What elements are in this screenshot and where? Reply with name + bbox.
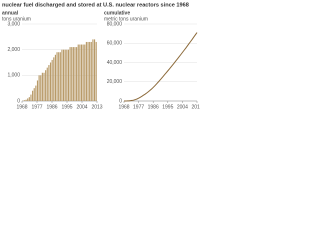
bar (66, 49, 68, 101)
x-tick-label: 2004 (177, 104, 188, 110)
bar (71, 47, 73, 101)
y-tick-label: 0 (17, 98, 20, 104)
bar (35, 85, 37, 101)
bar (87, 41, 89, 101)
bar (45, 70, 47, 101)
bar (77, 44, 79, 101)
subtitle: cumulative (104, 10, 130, 16)
bar (41, 72, 43, 101)
chart: nuclear fuel discharged and stored at U.… (2, 2, 200, 110)
x-tick-label: 2013 (191, 104, 200, 110)
bar (38, 75, 40, 101)
axis-unit-label: tons uranium (2, 16, 31, 22)
y-tick-label: 0 (119, 98, 122, 104)
subtitle: annual (2, 10, 19, 16)
bar (58, 52, 60, 101)
bar (61, 49, 63, 101)
y-tick-label: 80,000 (107, 21, 123, 27)
bar (89, 41, 91, 101)
bar (40, 75, 42, 101)
x-tick-label: 2013 (91, 104, 102, 110)
bar (67, 49, 70, 101)
bar (74, 47, 76, 101)
bar (43, 72, 45, 101)
bar (59, 52, 61, 101)
bar (36, 80, 39, 101)
x-tick-label: 1986 (46, 104, 57, 110)
bar (33, 88, 35, 101)
x-tick-label: 1995 (162, 104, 173, 110)
x-tick-label: 1977 (133, 104, 144, 110)
y-tick-label: 1,000 (7, 73, 20, 79)
bar (30, 94, 32, 101)
bar (27, 98, 29, 101)
x-tick-label: 1995 (61, 104, 72, 110)
bar (51, 59, 53, 101)
bar (63, 49, 65, 101)
y-tick-label: 2,000 (7, 47, 20, 53)
bar (69, 47, 71, 101)
bar (28, 97, 30, 101)
bar (56, 52, 58, 101)
bar (85, 41, 87, 101)
bar (80, 44, 83, 101)
chart-title: nuclear fuel discharged and stored at U.… (2, 2, 189, 8)
axis-unit-label: metric tons uranium (104, 16, 148, 22)
bar (32, 90, 34, 101)
bar (95, 41, 97, 101)
bar (76, 47, 78, 101)
bar (72, 47, 74, 101)
bar (82, 44, 84, 101)
bar (53, 57, 55, 101)
bar (25, 99, 27, 101)
bar (84, 44, 86, 101)
x-tick-label: 1977 (31, 104, 42, 110)
x-tick-label: 2004 (76, 104, 87, 110)
bar (54, 54, 56, 101)
x-tick-label: 1968 (118, 104, 129, 110)
y-tick-label: 60,000 (107, 41, 123, 47)
bar (46, 67, 48, 101)
x-tick-label: 1968 (16, 104, 27, 110)
bar (90, 41, 92, 101)
bar (79, 44, 81, 101)
bar (93, 39, 96, 101)
y-tick-label: 3,000 (7, 21, 20, 27)
bar (23, 100, 26, 101)
bar (48, 65, 50, 101)
y-tick-label: 20,000 (107, 79, 123, 85)
bar (92, 39, 94, 101)
x-tick-label: 1986 (148, 104, 159, 110)
bar (64, 49, 66, 101)
y-tick-label: 40,000 (107, 60, 123, 66)
line (123, 32, 198, 102)
bar (49, 62, 52, 101)
